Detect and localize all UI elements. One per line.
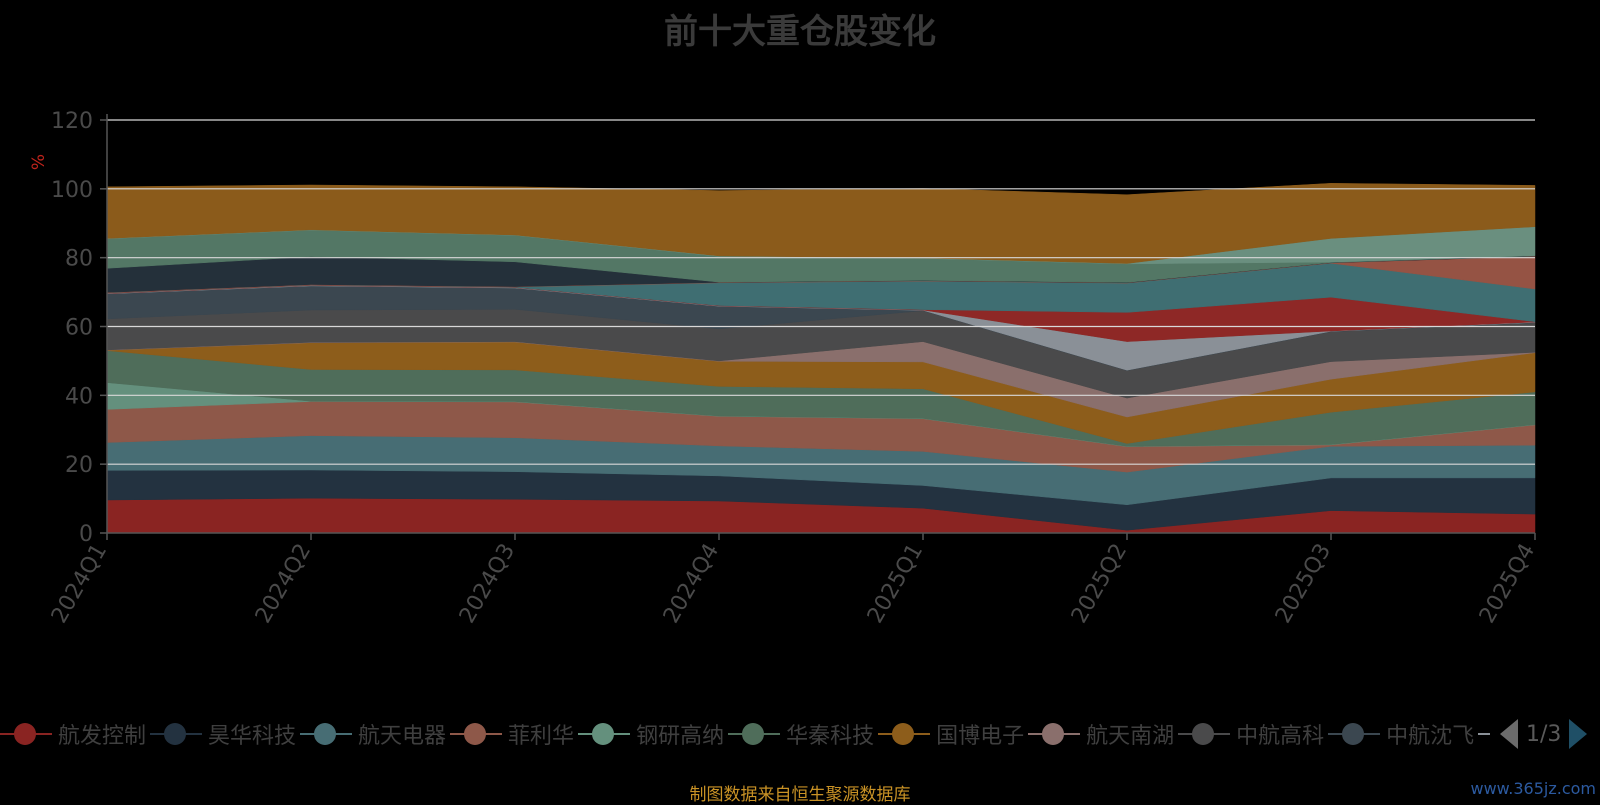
legend-label: 中航高科	[1236, 724, 1325, 749]
area-series-layer	[106, 183, 1536, 534]
y-axis-unit-label: %	[29, 154, 49, 170]
legend-item[interactable]: 航天南湖	[1028, 716, 1174, 752]
legend-item[interactable]: 国博电子	[878, 716, 1024, 752]
y-tick-label: 0	[79, 522, 93, 547]
legend-item[interactable]: 中航高科	[1178, 716, 1324, 752]
legend-item[interactable]: 航发控制	[0, 716, 146, 752]
chart-plot: 0 20 40 60 80 100 120 2024Q1 2024Q2 2024Q3 2024Q4 2…	[29, 109, 1540, 628]
legend-pager: 1/3	[1500, 716, 1588, 752]
legend-marker-icon	[0, 722, 52, 746]
chart-title: 前十大重仓股变化	[664, 12, 936, 52]
legend-label: 菲利华	[508, 724, 575, 749]
x-tick-label: 2025Q2	[1067, 540, 1132, 628]
x-tick-label: 2025Q3	[1271, 540, 1336, 628]
legend-label: 钢研高纳	[636, 724, 725, 749]
legend-label: 国博电子	[936, 724, 1025, 749]
legend-marker-icon	[1478, 722, 1490, 746]
x-tick-label: 2025Q4	[1475, 540, 1540, 628]
x-tick-label: 2025Q1	[863, 540, 928, 628]
legend-item[interactable]: 菲利华	[450, 716, 574, 752]
legend-marker-icon	[578, 722, 631, 746]
legend-label: 华秦科技	[786, 724, 875, 749]
source-note: 制图数据来自恒生聚源数据库	[689, 785, 911, 805]
y-tick-label: 100	[51, 178, 93, 203]
y-tick-label: 40	[65, 384, 93, 409]
legend-label: 航发控制	[58, 724, 147, 749]
legend-item[interactable]: 中航沈飞	[1328, 716, 1474, 752]
gridlines	[107, 119, 1535, 465]
legend-item[interactable]: 华秦科技	[728, 716, 874, 752]
legend-item[interactable]: 航天彩虹	[1478, 716, 1490, 752]
legend-next-page-icon[interactable]	[1569, 719, 1588, 749]
x-tick-label: 2024Q2	[251, 540, 316, 628]
legend-page-indicator: 1/3	[1526, 721, 1562, 747]
legend-item[interactable]: 航天电器	[300, 716, 446, 752]
legend-marker-icon	[728, 722, 781, 746]
y-tick-label: 80	[65, 247, 93, 272]
legend-prev-page-icon[interactable]	[1500, 719, 1518, 749]
legend-label: 航天电器	[358, 724, 447, 749]
legend-label: 中航沈飞	[1386, 724, 1475, 749]
x-tick-label: 2024Q3	[455, 540, 520, 628]
legend-marker-icon	[1328, 722, 1381, 746]
y-tick-label: 60	[65, 316, 93, 341]
watermark: www.365jz.com	[1470, 779, 1596, 798]
legend-marker-icon	[300, 722, 353, 746]
legend-marker-icon	[450, 722, 503, 746]
legend-label: 昊华科技	[208, 724, 297, 749]
legend-label: 航天南湖	[1086, 724, 1175, 749]
legend-marker-icon	[878, 722, 931, 746]
x-tick-label: 2024Q4	[659, 540, 724, 628]
y-tick-label: 20	[65, 453, 93, 478]
legend-item[interactable]: 钢研高纳	[578, 716, 724, 752]
legend-marker-icon	[1178, 722, 1231, 746]
legend-marker-icon	[1028, 722, 1081, 746]
legend: 航发控制 昊华科技 航天电器 菲利华 钢研高纳 华秦科技 国博电子 航天南湖 中航高科 中航沈飞航…	[0, 716, 1490, 752]
y-tick-label: 120	[51, 109, 93, 134]
legend-item[interactable]: 昊华科技	[150, 716, 296, 752]
legend-marker-icon	[150, 722, 203, 746]
x-tick-label: 2024Q1	[47, 540, 112, 628]
